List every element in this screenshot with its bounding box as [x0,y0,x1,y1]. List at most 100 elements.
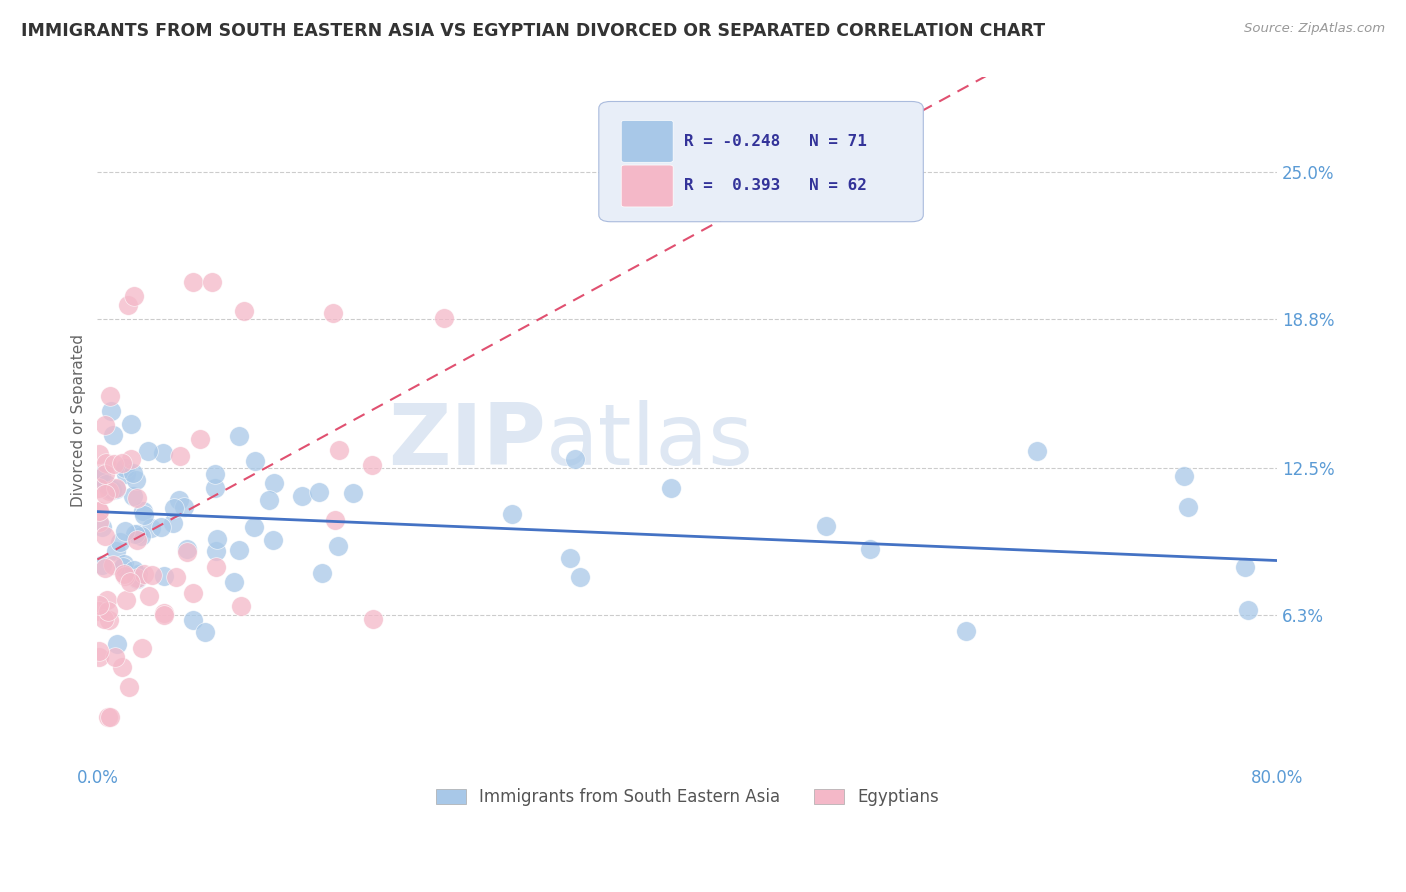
Point [205,544,228,558]
Point [97,483,120,498]
Point [94,560,117,574]
Point [263,475,285,490]
Point [114,461,136,475]
Point [100,403,122,417]
Point [204,481,226,495]
Point [363,612,385,626]
Point [127,572,149,586]
Point [188,432,211,446]
Point [181,586,204,600]
Point [153,607,176,622]
Point [103,558,125,573]
Point [101,428,124,442]
Point [105,481,128,495]
Point [87,469,110,483]
Point [328,539,350,553]
Point [98,389,121,403]
Point [104,544,127,558]
Point [111,456,134,470]
Point [167,493,190,508]
Point [194,625,217,640]
Point [87,604,110,618]
Point [1233,559,1256,574]
Point [94,529,117,543]
Text: Source: ZipAtlas.com: Source: ZipAtlas.com [1244,22,1385,36]
Legend: Immigrants from South Eastern Asia, Egyptians: Immigrants from South Eastern Asia, Egyp… [427,780,948,814]
Point [564,451,586,466]
Point [569,570,592,584]
Point [98,710,121,724]
Point [165,570,187,584]
Point [257,493,280,508]
Text: R = -0.248   N = 71: R = -0.248 N = 71 [683,134,866,149]
Point [152,446,174,460]
Text: R =  0.393   N = 62: R = 0.393 N = 62 [683,178,866,194]
Point [89,650,111,665]
Point [125,491,148,506]
Point [121,489,143,503]
Point [96,592,118,607]
Point [1177,500,1199,514]
Point [433,310,456,325]
Point [114,592,136,607]
Point [122,467,145,481]
Point [204,467,226,481]
Point [162,501,184,516]
Point [308,485,330,500]
Point [176,542,198,557]
Point [1236,602,1258,616]
Point [141,521,163,535]
Point [232,304,254,318]
Point [111,660,134,674]
Point [87,644,110,658]
Point [243,520,266,534]
Point [205,532,228,546]
Point [132,504,155,518]
Point [124,527,146,541]
Point [149,520,172,534]
Point [94,486,117,500]
Point [107,637,129,651]
Point [141,568,163,582]
Point [97,604,120,618]
Point [87,481,110,495]
Point [129,529,152,543]
FancyBboxPatch shape [621,165,673,207]
Point [90,468,112,483]
Point [87,503,110,517]
Point [311,566,333,581]
Point [176,545,198,559]
Point [127,567,149,582]
Point [131,641,153,656]
Point [104,649,127,664]
Point [112,560,135,574]
Point [245,454,267,468]
Text: ZIP: ZIP [388,401,546,483]
Point [328,442,350,457]
Point [201,275,224,289]
Point [134,508,156,522]
Point [138,589,160,603]
Point [322,306,344,320]
Point [228,543,250,558]
Point [560,551,582,566]
Point [112,557,135,571]
Point [659,481,682,495]
Point [501,507,523,521]
Point [100,483,122,497]
Point [89,599,111,613]
Point [91,520,114,534]
Point [136,443,159,458]
Point [94,467,117,481]
Point [153,569,176,583]
Point [814,519,837,533]
Point [94,477,117,491]
Point [87,503,110,517]
Point [183,614,205,628]
Point [127,527,149,541]
Point [87,515,110,529]
Text: IMMIGRANTS FROM SOUTH EASTERN ASIA VS EGYPTIAN DIVORCED OR SEPARATED CORRELATION: IMMIGRANTS FROM SOUTH EASTERN ASIA VS EG… [21,22,1045,40]
Point [231,599,253,614]
Point [93,417,115,432]
Point [125,533,148,548]
